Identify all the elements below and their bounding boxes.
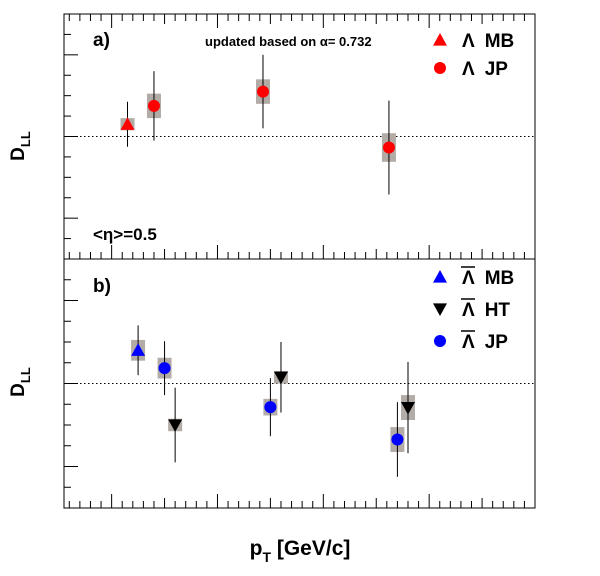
legend-symbol: Λ <box>462 31 475 52</box>
legend-symbol: Λ <box>462 300 475 321</box>
legend-text: MB <box>485 268 515 289</box>
panel-b-ylabel: DLL <box>8 367 33 397</box>
data-point-triangle-down <box>168 419 183 432</box>
legend-marker-triangle-down <box>433 303 447 316</box>
data-point-circle <box>382 141 395 154</box>
legend-symbol: Λ <box>462 268 475 289</box>
legend-text: MB <box>485 31 515 52</box>
panel-a-note: updated based on α= 0.732 <box>205 34 372 49</box>
legend-marker-triangle-up <box>433 33 447 46</box>
data-point-circle <box>256 85 269 98</box>
data-point-triangle-up <box>131 343 146 356</box>
legend-entry-label: Λ JP <box>462 332 508 353</box>
data-point-circle <box>158 362 171 375</box>
legend-marker-circle <box>434 62 446 74</box>
panel-a-plot-layer: Λ MB Λ JP <box>64 13 535 260</box>
data-point-circle <box>391 433 404 446</box>
legend-entry-label: Λ JP <box>462 59 508 80</box>
legend-symbol: Λ <box>462 332 475 353</box>
legend-entry-label: Λ HT <box>462 300 510 321</box>
panel-a-eta-annotation: <η>=0.5 <box>93 225 157 244</box>
data-point-triangle-up <box>120 117 135 130</box>
panel-a-label: a) <box>93 30 110 51</box>
legend-text: JP <box>485 332 509 353</box>
panel-b-label: b) <box>93 276 111 297</box>
x-axis-title: pT [GeV/c] <box>250 537 351 565</box>
legend-text: JP <box>485 59 509 80</box>
data-point-triangle-down <box>400 401 415 415</box>
legend-symbol: Λ <box>462 59 475 80</box>
legend-entry-label: Λ MB <box>462 31 514 52</box>
data-point-circle <box>147 99 160 112</box>
panel-b-plot-layer: Λ MB Λ HT Λ JP <box>64 258 535 509</box>
legend-text: HT <box>485 300 511 321</box>
data-point-circle <box>264 401 277 414</box>
panel-a-ylabel: DLL <box>8 131 33 161</box>
data-point-triangle-down <box>273 371 288 385</box>
legend-marker-circle <box>434 335 446 347</box>
legend-entry-label: Λ MB <box>462 268 514 289</box>
legend-marker-triangle-up <box>433 270 447 283</box>
